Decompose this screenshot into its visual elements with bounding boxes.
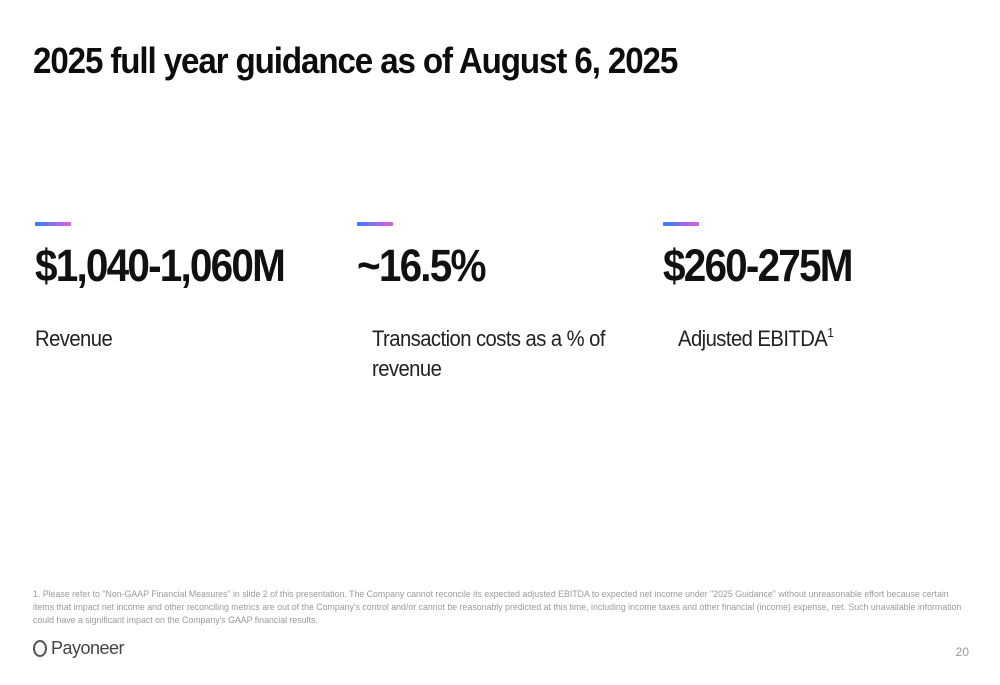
- metric-label: Transaction costs as a % of revenue: [372, 324, 606, 384]
- metric-value: $1,040-1,060M: [35, 240, 286, 291]
- footnote: 1. Please refer to "Non-GAAP Financial M…: [33, 589, 962, 626]
- metric-adjusted-ebitda: $260-275M: [663, 222, 873, 292]
- metric-label: Adjusted EBITDA1: [678, 324, 834, 354]
- payoneer-logo: Payoneer: [33, 638, 125, 659]
- accent-bar: [35, 222, 71, 226]
- metric-label: Revenue: [35, 324, 113, 354]
- metric-label-line: Transaction costs as a % of: [372, 326, 606, 351]
- metric-value: $260-275M: [663, 240, 854, 291]
- footnote-marker: 1: [827, 325, 834, 340]
- metric-label-text: Revenue: [35, 326, 113, 351]
- brand-name: Payoneer: [51, 638, 125, 658]
- metric-label-text: Adjusted EBITDA: [678, 326, 828, 351]
- payoneer-ring-icon: [33, 640, 47, 657]
- slide-title: 2025 full year guidance as of August 6, …: [33, 40, 678, 81]
- metric-value: ~16.5%: [357, 240, 486, 291]
- page-number: 20: [955, 645, 969, 659]
- metric-label-line: revenue: [372, 356, 442, 381]
- accent-bar: [663, 222, 699, 226]
- metric-transaction-costs: ~16.5%: [357, 222, 499, 292]
- accent-bar: [357, 222, 393, 226]
- metric-revenue: $1,040-1,060M: [35, 222, 312, 292]
